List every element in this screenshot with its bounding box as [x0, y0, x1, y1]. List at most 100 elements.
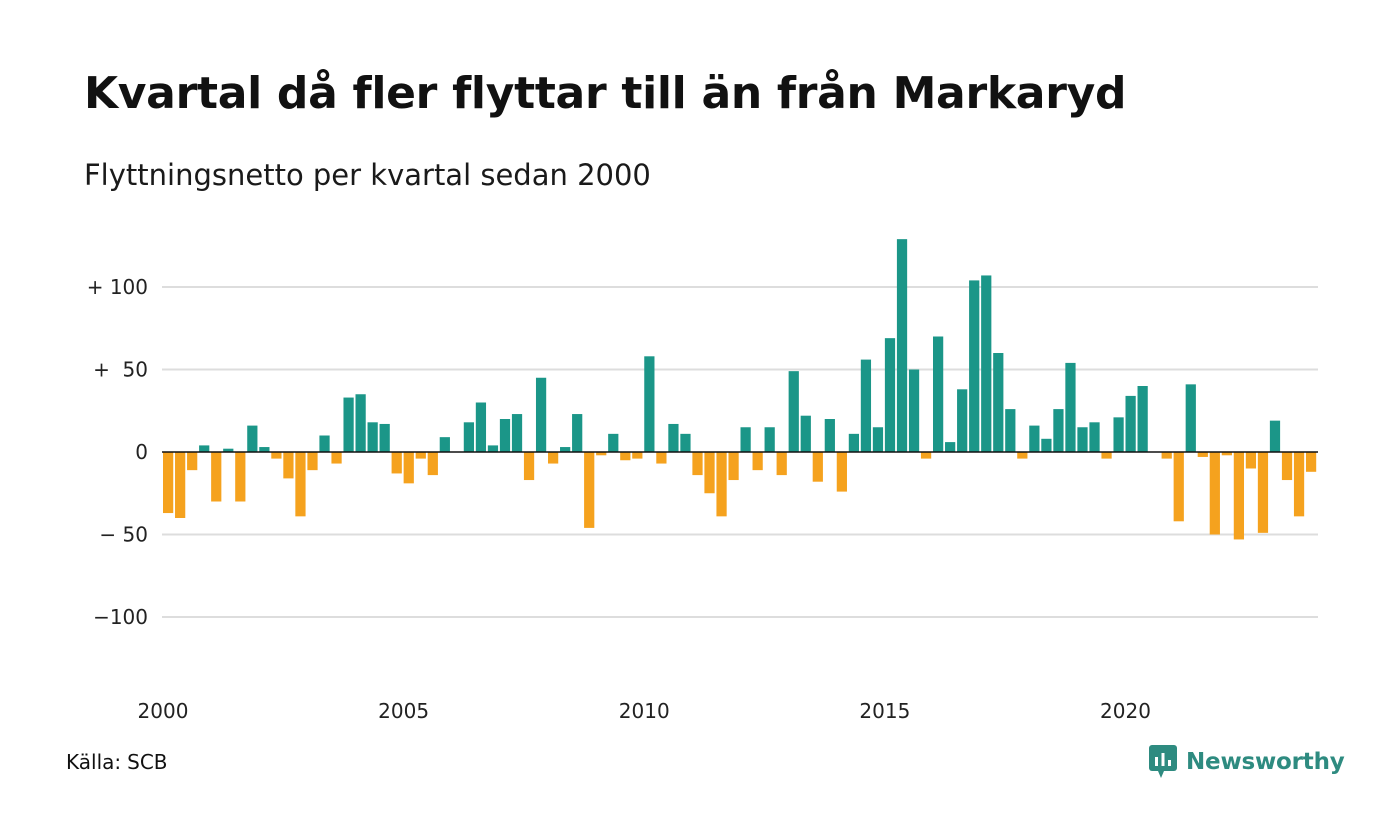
bar — [163, 452, 174, 514]
bar — [319, 435, 330, 452]
x-tick-label: 2020 — [1100, 699, 1151, 723]
bar — [896, 239, 908, 452]
bar — [1197, 452, 1208, 457]
bar — [1137, 386, 1148, 452]
y-tick-label: −100 — [93, 605, 148, 629]
bar — [884, 338, 896, 452]
bar — [247, 425, 258, 452]
bar — [644, 356, 655, 452]
bar — [535, 377, 547, 452]
bar — [1293, 452, 1305, 517]
bar — [1161, 452, 1172, 459]
bar — [475, 402, 487, 452]
bar — [307, 452, 318, 471]
bars — [163, 239, 1317, 540]
bar — [848, 433, 860, 452]
bar — [1077, 427, 1088, 452]
bar — [235, 452, 246, 502]
bar — [1053, 409, 1064, 452]
bar — [211, 452, 222, 502]
bar — [1305, 452, 1317, 472]
grid-lines — [162, 286, 1318, 618]
bar — [187, 452, 198, 471]
x-tick-label: 2015 — [859, 699, 910, 723]
bar — [608, 433, 619, 452]
bar — [668, 423, 679, 452]
bar — [560, 447, 571, 452]
x-tick-label: 2000 — [138, 699, 189, 723]
bar — [1113, 417, 1124, 452]
bar — [439, 437, 450, 452]
bar — [499, 419, 511, 452]
bar — [511, 414, 523, 452]
bar — [788, 371, 799, 452]
y-tick-label: − 50 — [99, 523, 148, 547]
bar — [175, 452, 186, 518]
bar — [908, 369, 920, 452]
bar — [1173, 452, 1184, 522]
newsworthy-logo: Newsworthy — [1148, 744, 1345, 780]
bar — [776, 452, 787, 476]
x-axis-ticks: 2000 2005 2010 2015 2020 — [138, 699, 1151, 723]
bar — [572, 414, 583, 452]
bar — [680, 433, 691, 452]
bar — [391, 452, 402, 474]
bar — [1269, 420, 1281, 452]
bar — [632, 452, 643, 459]
bar — [764, 427, 775, 452]
bar — [945, 442, 956, 452]
bar — [487, 445, 499, 452]
x-tick-label: 2010 — [619, 699, 670, 723]
y-tick-label: + 50 — [93, 358, 148, 382]
bar — [692, 452, 703, 476]
bar — [463, 422, 475, 452]
source-note: Källa: SCB — [66, 750, 168, 774]
source-label: Källa: — [66, 750, 122, 774]
bar — [548, 452, 559, 464]
bar — [656, 452, 667, 464]
bar — [933, 336, 944, 452]
bar — [379, 423, 390, 452]
bar — [981, 275, 992, 452]
bar — [800, 415, 811, 452]
bar — [523, 452, 535, 481]
bar — [740, 427, 751, 452]
bar — [427, 452, 438, 476]
x-tick-label: 2005 — [378, 699, 429, 723]
chart-title: Kvartal då fler flyttar till än från Mar… — [84, 68, 1127, 119]
bar — [199, 445, 210, 452]
bar — [1257, 452, 1269, 533]
bar — [993, 353, 1004, 452]
bar — [620, 452, 631, 461]
bar — [1221, 452, 1232, 456]
bar — [1089, 422, 1100, 452]
bar — [343, 397, 354, 452]
bar — [355, 394, 366, 452]
bar — [969, 280, 980, 452]
bar — [259, 447, 270, 452]
bar — [1029, 425, 1040, 452]
bar — [728, 452, 739, 481]
bar — [367, 422, 378, 452]
bar — [223, 448, 234, 452]
bar — [957, 389, 968, 452]
bar — [1281, 452, 1293, 481]
bar — [584, 452, 595, 528]
bar — [1233, 452, 1245, 540]
bar — [824, 419, 835, 452]
bar — [704, 452, 715, 494]
bar — [1017, 452, 1028, 459]
source-value: SCB — [127, 750, 168, 774]
bar — [836, 452, 847, 492]
bar — [812, 452, 823, 482]
bar — [1209, 452, 1220, 535]
bar — [331, 452, 342, 464]
y-axis-ticks: + 100 + 50 0 − 50 −100 — [87, 275, 148, 629]
bar — [716, 452, 727, 517]
bar — [1245, 452, 1257, 469]
y-tick-label: + 100 — [87, 275, 148, 299]
y-tick-label: 0 — [135, 440, 148, 464]
bar — [872, 427, 884, 452]
bar — [596, 452, 607, 456]
